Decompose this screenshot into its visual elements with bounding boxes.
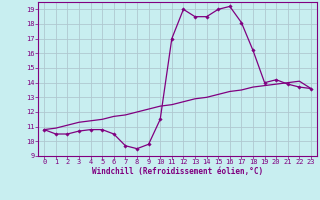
X-axis label: Windchill (Refroidissement éolien,°C): Windchill (Refroidissement éolien,°C) (92, 167, 263, 176)
